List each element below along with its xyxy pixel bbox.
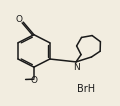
Text: O: O bbox=[16, 15, 23, 24]
Text: BrH: BrH bbox=[77, 84, 95, 94]
Text: N: N bbox=[73, 63, 79, 72]
Text: O: O bbox=[30, 76, 37, 85]
